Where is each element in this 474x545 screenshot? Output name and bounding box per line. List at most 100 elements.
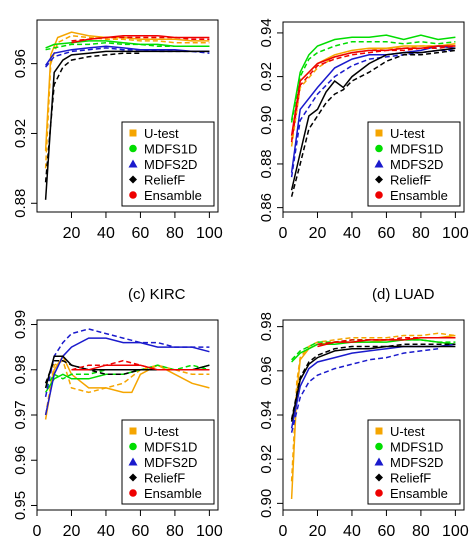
series-line-mdfs1d-dashed [44, 364, 210, 389]
legend-marker-ensamble [129, 191, 137, 199]
chart-panel-2: (b)0204060801000.860.880.900.920.94U-tes… [258, 18, 469, 242]
y-tick-label: 0.90 [258, 106, 275, 135]
panel-caption: (d) LUAD [372, 286, 435, 303]
series-line-ensamble-dashed [71, 36, 210, 42]
series-line-ensamble-solid [71, 34, 210, 44]
legend-box [367, 419, 461, 505]
x-tick-label: 100 [196, 225, 223, 242]
series-line-u-test-dashed [290, 332, 456, 482]
legend-box [367, 121, 461, 207]
x-tick-label: 20 [309, 225, 327, 242]
series-group [290, 332, 456, 500]
series-line-u-test-dashed [44, 359, 210, 416]
chart-panel-1: (a)204060801000.880.920.96U-testMDFS1DMD… [12, 19, 223, 242]
chart-panel-3: (c) KIRC 0 20 40 60 80 100 0.95 0.96 0.97 0.98 0.99… [12, 286, 223, 540]
legend-label: MDFS1D [144, 440, 197, 455]
x-tick-label: 0 [33, 523, 42, 540]
legend-label: MDFS1D [144, 142, 197, 157]
y-tick-label: 0.99 [12, 310, 29, 339]
legend-marker-mdfs2d [128, 457, 138, 466]
legend-label: MDFS2D [144, 157, 197, 172]
series-line-mdfs1d-dashed [45, 41, 210, 51]
legend-marker-mdfs2d [374, 159, 384, 168]
legend-box [121, 419, 215, 505]
y-tick-label: 0.98 [258, 312, 275, 341]
legend-marker-mdfs2d [128, 159, 138, 168]
legend-box [121, 121, 215, 207]
x-tick-label: 80 [412, 523, 430, 540]
series-line-u-test-dashed [44, 34, 210, 169]
legend-label: Ensamble [144, 188, 202, 203]
x-tick-label: 100 [442, 523, 469, 540]
x-tick-label: 40 [343, 523, 361, 540]
legend-label: MDFS1D [390, 440, 443, 455]
legend-label: ReliefF [144, 471, 185, 486]
legend-marker-ensamble [129, 489, 137, 497]
legend-label: ReliefF [390, 173, 431, 188]
legend-marker-relieff [129, 473, 137, 482]
legend-label: MDFS2D [144, 455, 197, 470]
legend-marker-relieff [129, 175, 137, 184]
panel-caption: (c) KIRC [128, 286, 186, 303]
x-tick-label: 60 [378, 523, 396, 540]
x-tick-label: 40 [343, 225, 361, 242]
series-line-ensamble-dashed [317, 336, 456, 346]
series-group [44, 31, 210, 200]
x-tick-label: 80 [166, 225, 184, 242]
y-tick-label: 0.92 [12, 119, 29, 148]
x-tick-label: 20 [63, 225, 81, 242]
x-tick-label: 100 [442, 225, 469, 242]
y-tick-label: 0.92 [258, 62, 275, 91]
legend-label: U-test [390, 126, 425, 141]
legend-marker-mdfs1d [375, 144, 383, 153]
y-tick-label: 0.96 [258, 356, 275, 385]
y-tick-label: 0.94 [258, 400, 275, 429]
y-tick-label: 0.94 [258, 18, 275, 47]
series-line-mdfs2d-dashed [290, 347, 439, 433]
legend-marker-relieff [375, 473, 383, 482]
series-line-relieff-solid [290, 47, 456, 191]
x-tick-label: 40 [97, 523, 115, 540]
series-line-relieff-solid [290, 345, 456, 422]
y-tick-label: 0.88 [12, 189, 29, 218]
y-tick-label: 0.97 [12, 400, 29, 429]
legend-marker-mdfs1d [375, 442, 383, 451]
y-tick-label: 0.98 [12, 355, 29, 384]
series-line-mdfs1d-dashed [290, 40, 456, 123]
legend-marker-mdfs2d [374, 457, 384, 466]
series-line-mdfs2d-dashed [45, 47, 210, 68]
plot-frame [282, 21, 465, 213]
x-tick-label: 20 [63, 523, 81, 540]
y-tick-label: 0.92 [258, 445, 275, 474]
x-tick-label: 100 [196, 523, 223, 540]
legend-marker-relieff [375, 175, 383, 184]
legend-marker-mdfs1d [129, 442, 137, 451]
y-tick-label: 0.96 [12, 49, 29, 78]
series-line-ensamble-solid [71, 364, 210, 371]
y-tick-label: 0.96 [12, 446, 29, 475]
x-tick-label: 40 [97, 225, 115, 242]
y-tick-label: 0.90 [258, 489, 275, 518]
x-tick-label: 0 [279, 225, 288, 242]
x-tick-label: 60 [378, 225, 396, 242]
y-tick-label: 0.88 [258, 149, 275, 178]
y-tick-label: 0.95 [12, 491, 29, 520]
legend-label: MDFS2D [390, 455, 443, 470]
legend-marker-u-test [129, 129, 137, 137]
legend-label: ReliefF [144, 173, 185, 188]
x-tick-label: 60 [132, 523, 150, 540]
series-line-relieff-dashed [44, 52, 141, 183]
series-line-mdfs1d-solid [45, 40, 210, 49]
legend-label: MDFS1D [390, 142, 443, 157]
series-line-mdfs2d-solid [44, 45, 210, 66]
legend-marker-u-test [129, 427, 137, 435]
legend-marker-u-test [375, 129, 383, 137]
legend-label: U-test [144, 126, 179, 141]
legend-label: U-test [144, 424, 179, 439]
legend-marker-ensamble [375, 489, 383, 497]
legend-marker-mdfs1d [129, 144, 137, 153]
series-line-mdfs2d-solid [44, 337, 210, 416]
